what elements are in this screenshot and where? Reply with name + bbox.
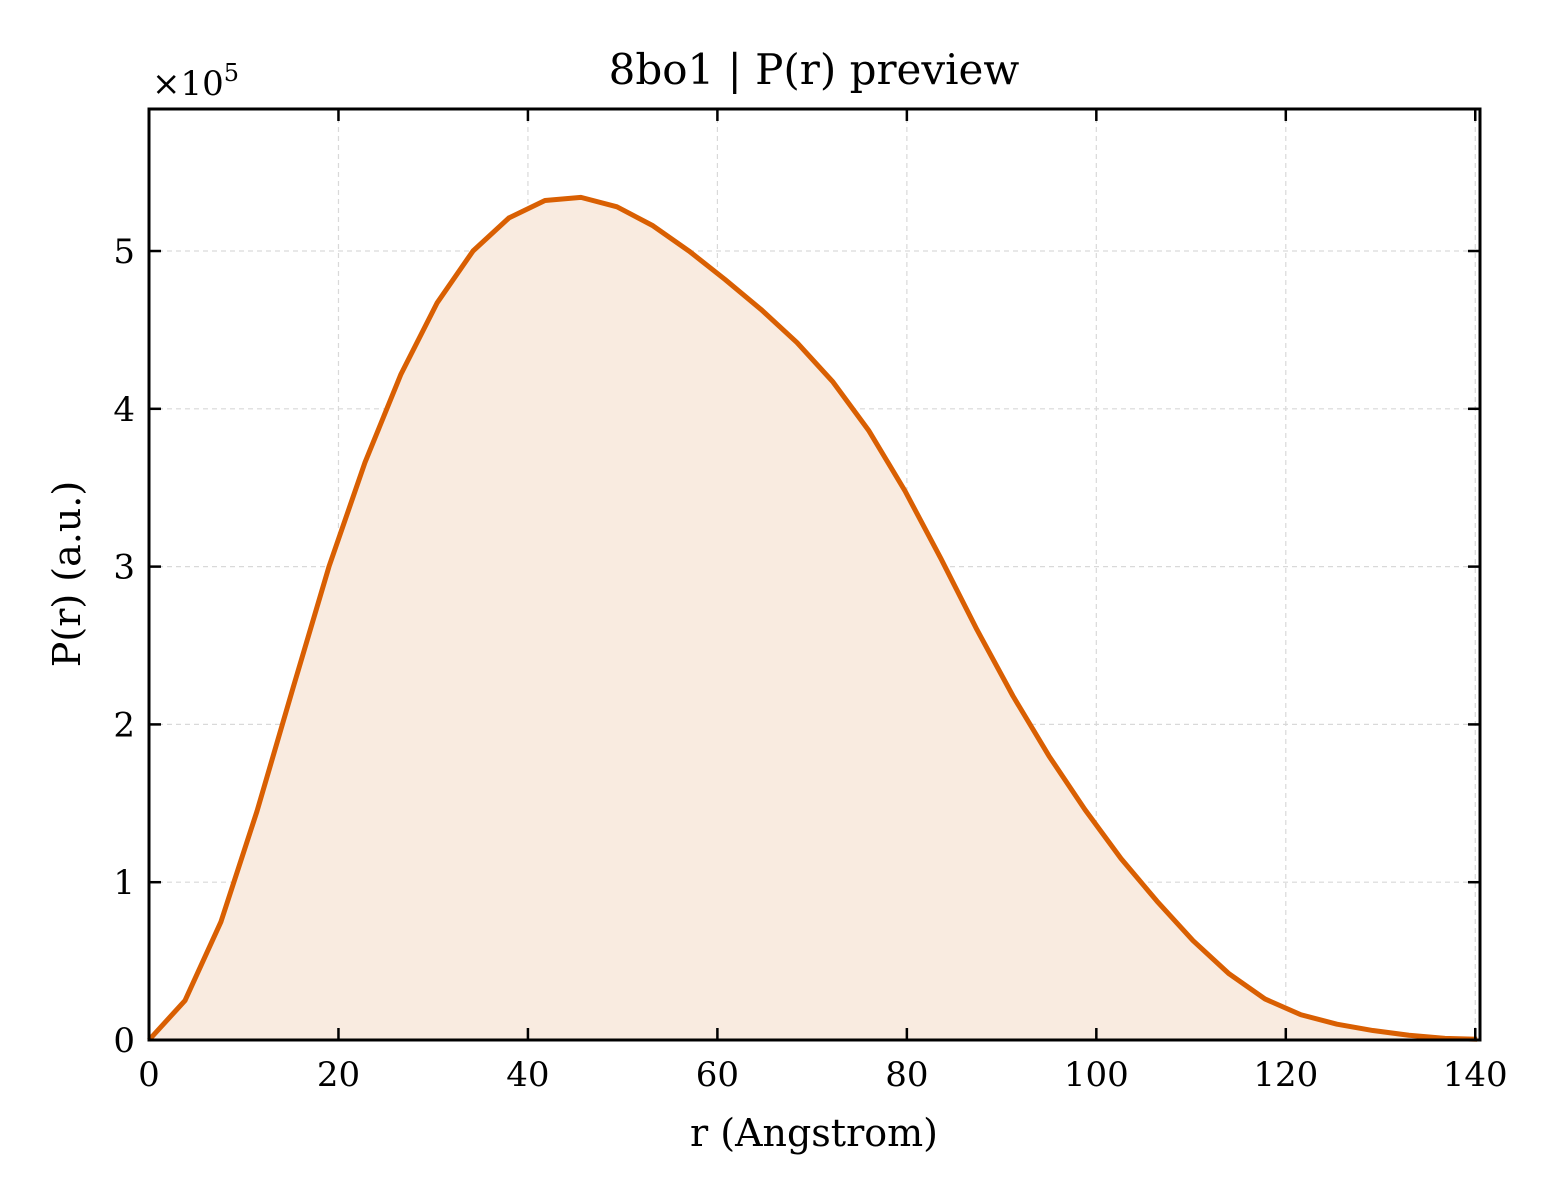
tick-labels: 0 20 40 60 80 100 120 140 0 1 2 3 4 5 [113, 232, 1507, 1095]
y-tick-label: 0 [113, 1021, 135, 1061]
x-tick-label: 80 [885, 1055, 928, 1095]
x-tick-label: 120 [1253, 1055, 1318, 1095]
x-tick-label: 100 [1064, 1055, 1129, 1095]
x-tick-label: 0 [138, 1055, 160, 1095]
series-line [147, 194, 1478, 1042]
chart-title: 8bo1 | P(r) preview [609, 45, 1020, 94]
area-fill [149, 197, 1478, 1040]
y-offset-base: ×10 [152, 64, 224, 104]
y-tick-label: 1 [113, 863, 135, 903]
y-tick-label: 2 [113, 705, 135, 745]
y-axis-offset-label: ×105 [152, 59, 239, 104]
axis-ticks [147, 109, 1480, 1042]
x-tick-label: 60 [696, 1055, 739, 1095]
y-tick-label: 3 [113, 548, 135, 588]
y-tick-label: 4 [113, 390, 135, 430]
y-offset-exponent: 5 [224, 59, 239, 87]
x-tick-label: 40 [506, 1055, 549, 1095]
x-axis-label: r (Angstrom) [690, 1111, 938, 1155]
x-tick-label: 140 [1443, 1055, 1508, 1095]
plot-frame [147, 107, 1482, 1042]
x-tick-label: 20 [317, 1055, 360, 1095]
y-axis-label: P(r) (a.u.) [45, 481, 89, 667]
y-tick-label: 5 [113, 232, 135, 272]
